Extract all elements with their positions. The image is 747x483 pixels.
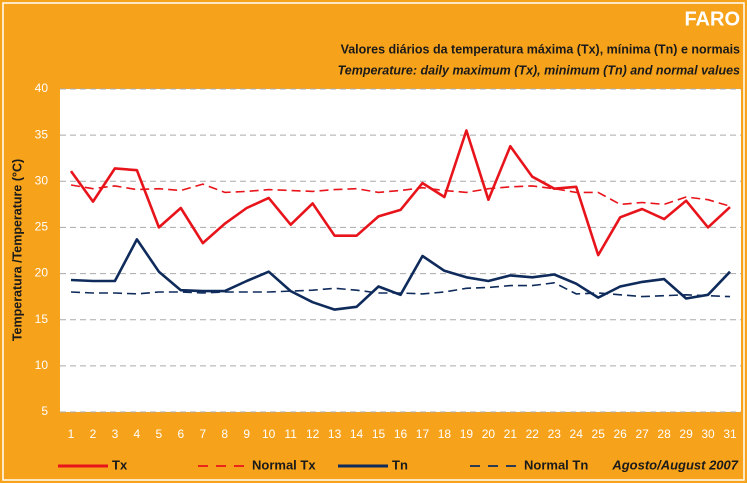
x-tick-label: 16 [394, 427, 408, 441]
x-tick-label: 9 [243, 427, 250, 441]
x-tick-label: 3 [112, 427, 119, 441]
x-tick-label: 15 [372, 427, 386, 441]
y-axis-label: Temperatura /Temperature (°C) [10, 159, 24, 341]
x-tick-label: 4 [134, 427, 141, 441]
x-tick-label: 26 [613, 427, 627, 441]
x-tick-label: 6 [177, 427, 184, 441]
x-tick-label: 7 [199, 427, 206, 441]
x-tick-label: 25 [592, 427, 606, 441]
series-line [69, 129, 731, 257]
note: Agosto/August 2007 [611, 457, 738, 472]
x-tick-label: 8 [221, 427, 228, 441]
series-line [70, 281, 731, 298]
x-tick-label: 5 [156, 427, 163, 441]
x-tick-label: 22 [526, 427, 540, 441]
x-tick-label: 11 [284, 427, 297, 441]
series-line [70, 238, 731, 311]
y-tick-label: 15 [35, 312, 49, 326]
x-tick-label: 14 [350, 427, 364, 441]
plot-area [60, 89, 741, 412]
x-tick-label: 27 [635, 427, 649, 441]
x-tick-label: 19 [460, 427, 474, 441]
legend-label: Tn [392, 457, 408, 472]
chart-title: FARO [684, 8, 740, 30]
y-tick-label: 20 [35, 266, 49, 280]
x-tick-label: 17 [416, 427, 430, 441]
legend-label: Normal Tn [524, 457, 588, 472]
x-tick-label: 13 [328, 427, 342, 441]
x-tick-label: 12 [306, 427, 320, 441]
y-tick-label: 35 [35, 127, 49, 141]
legend-label: Normal Tx [252, 457, 316, 472]
y-tick-label: 25 [35, 220, 49, 234]
x-tick-label: 23 [548, 427, 562, 441]
subtitle: Valores diários da temperatura máxima (T… [341, 42, 740, 56]
y-tick-label: 30 [35, 173, 49, 187]
x-tick-label: 10 [262, 427, 276, 441]
x-tick-label: 31 [723, 427, 737, 441]
x-tick-label: 18 [438, 427, 452, 441]
y-tick-label: 10 [35, 358, 49, 372]
x-tick-label: 28 [657, 427, 671, 441]
x-tick-label: 21 [504, 427, 518, 441]
y-tick-label: 40 [35, 81, 49, 95]
x-tick-label: 30 [701, 427, 715, 441]
subtitle-en: Temperature: daily maximum (Tx), minimum… [338, 63, 740, 77]
x-tick-label: 1 [68, 427, 75, 441]
x-tick-label: 20 [482, 427, 496, 441]
y-tick-label: 5 [41, 404, 48, 418]
x-tick-label: 2 [90, 427, 97, 441]
legend-label: Tx [112, 457, 128, 472]
x-tick-label: 29 [679, 427, 693, 441]
x-tick-label: 24 [570, 427, 584, 441]
